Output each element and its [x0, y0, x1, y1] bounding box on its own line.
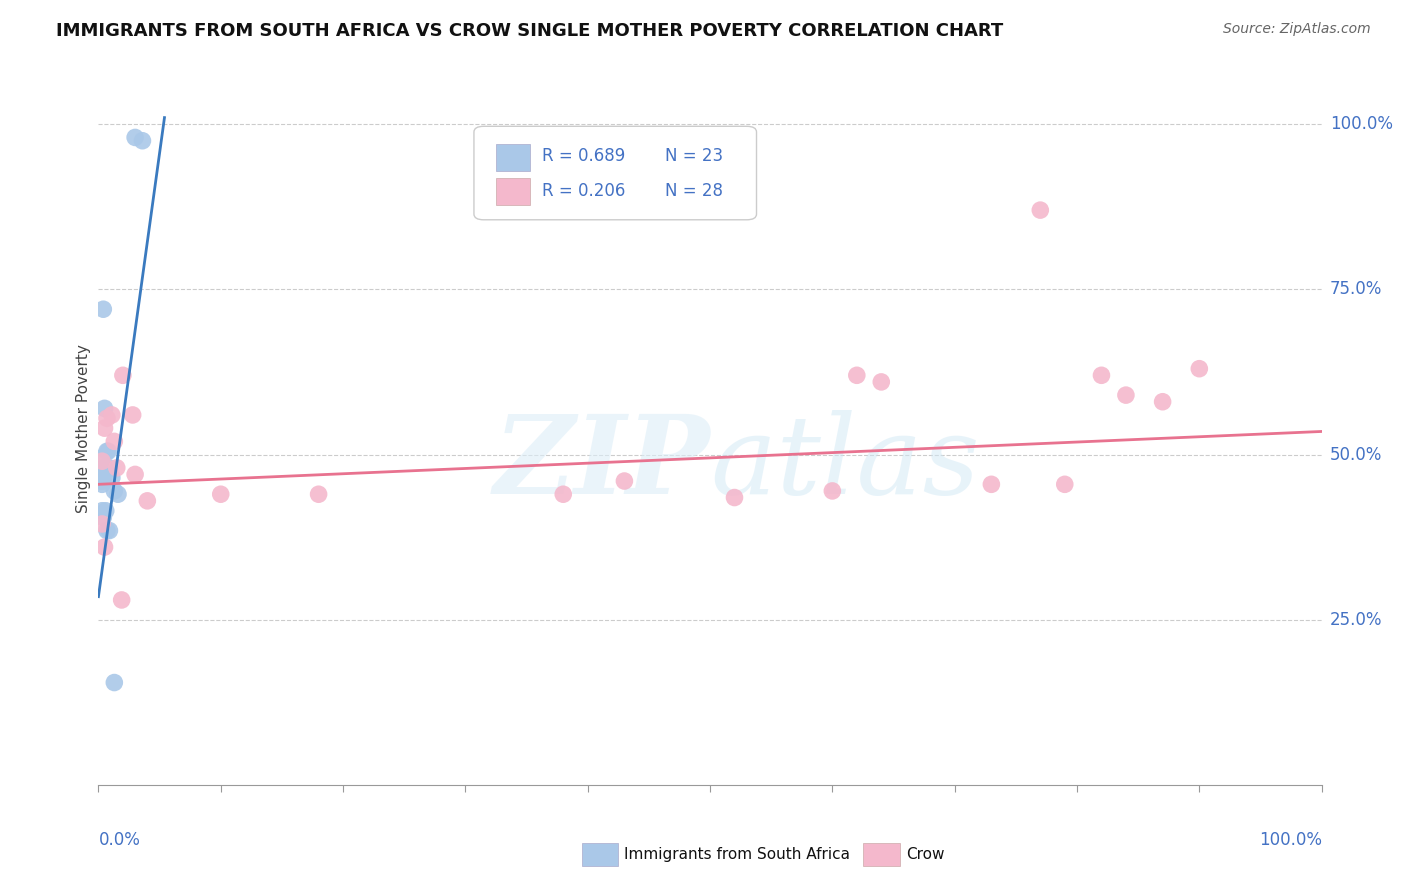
Point — [91, 454, 114, 468]
Y-axis label: Single Mother Poverty: Single Mother Poverty — [76, 343, 91, 513]
Point — [870, 375, 893, 389]
Bar — [863, 843, 900, 865]
Text: R = 0.689: R = 0.689 — [543, 146, 626, 164]
Point — [124, 467, 146, 482]
FancyBboxPatch shape — [474, 127, 756, 219]
Point — [308, 487, 330, 501]
Point — [107, 487, 129, 501]
Point — [613, 474, 636, 488]
Point — [1053, 477, 1076, 491]
Text: 100.0%: 100.0% — [1330, 115, 1393, 133]
Point — [1115, 388, 1137, 402]
Text: Crow: Crow — [905, 847, 945, 862]
Text: 0.0%: 0.0% — [98, 831, 141, 849]
Point — [96, 444, 118, 458]
Text: IMMIGRANTS FROM SOUTH AFRICA VS CROW SINGLE MOTHER POVERTY CORRELATION CHART: IMMIGRANTS FROM SOUTH AFRICA VS CROW SIN… — [56, 22, 1004, 40]
Point — [553, 487, 575, 501]
Point — [980, 477, 1002, 491]
Point — [94, 464, 117, 478]
Point — [1090, 368, 1112, 383]
Point — [93, 401, 115, 416]
Point — [91, 510, 114, 524]
Point — [93, 540, 115, 554]
Point — [93, 460, 115, 475]
Point — [91, 477, 114, 491]
Point — [94, 504, 117, 518]
Text: 50.0%: 50.0% — [1330, 446, 1382, 464]
Point — [1188, 361, 1211, 376]
Point — [136, 493, 159, 508]
Point — [97, 444, 120, 458]
Text: 75.0%: 75.0% — [1330, 280, 1382, 299]
Point — [105, 460, 128, 475]
Point — [98, 524, 121, 538]
Point — [121, 408, 143, 422]
Text: Source: ZipAtlas.com: Source: ZipAtlas.com — [1223, 22, 1371, 37]
Point — [111, 593, 134, 607]
Point — [90, 474, 112, 488]
Text: ZIP: ZIP — [494, 410, 710, 517]
Text: Immigrants from South Africa: Immigrants from South Africa — [624, 847, 851, 862]
Point — [124, 130, 146, 145]
Text: N = 23: N = 23 — [665, 146, 723, 164]
Text: R = 0.206: R = 0.206 — [543, 182, 626, 200]
Point — [90, 471, 112, 485]
Point — [91, 516, 114, 531]
Text: 25.0%: 25.0% — [1330, 611, 1382, 629]
Point — [845, 368, 868, 383]
Point — [1152, 394, 1174, 409]
Point — [91, 474, 114, 488]
Point — [98, 460, 121, 475]
Text: N = 28: N = 28 — [665, 182, 723, 200]
Point — [96, 411, 118, 425]
Point — [103, 483, 125, 498]
Point — [1029, 203, 1052, 218]
Point — [103, 434, 125, 449]
Point — [93, 421, 115, 435]
Bar — [496, 145, 530, 171]
Point — [723, 491, 745, 505]
Text: atlas: atlas — [710, 410, 980, 517]
Text: 100.0%: 100.0% — [1258, 831, 1322, 849]
Point — [91, 504, 114, 518]
Point — [131, 134, 153, 148]
Bar — [582, 843, 619, 865]
Point — [91, 302, 114, 317]
Point — [821, 483, 844, 498]
Point — [91, 450, 114, 465]
Point — [209, 487, 232, 501]
Point — [101, 471, 124, 485]
Point — [103, 675, 125, 690]
Point — [96, 524, 118, 538]
Point — [111, 368, 134, 383]
Bar — [496, 178, 530, 205]
Point — [101, 408, 124, 422]
